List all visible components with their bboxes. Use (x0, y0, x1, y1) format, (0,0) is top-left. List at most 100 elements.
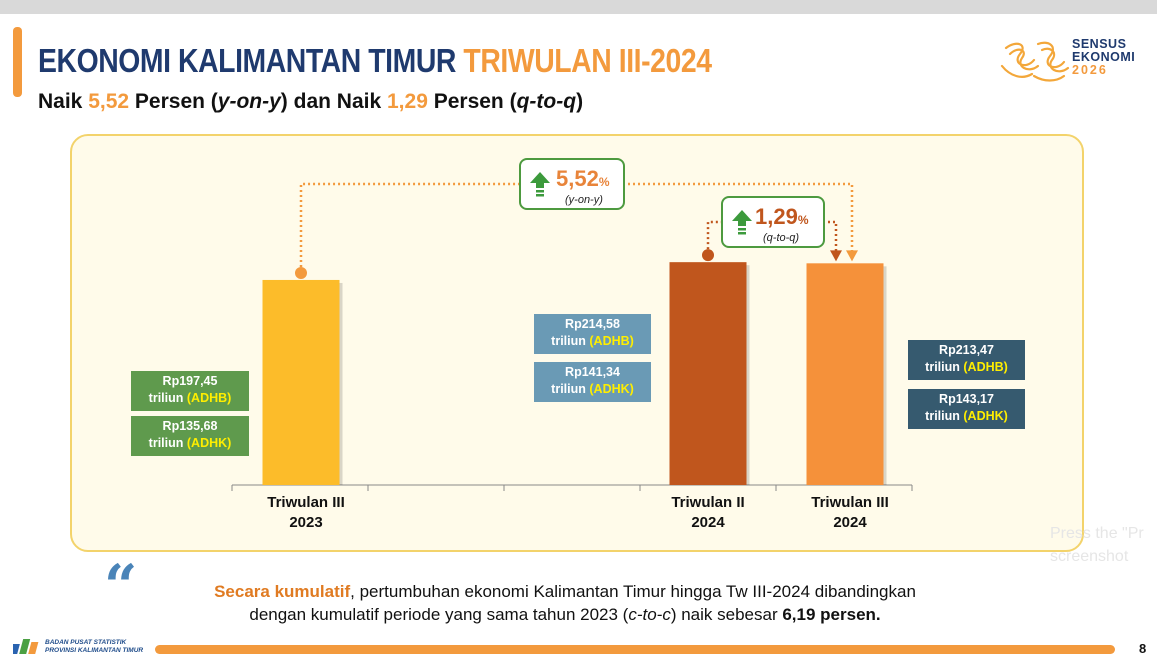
qtq-arrowhead (830, 250, 842, 262)
note-lead: Secara kumulatif (214, 582, 351, 601)
subtitle-prefix: Naik (38, 90, 89, 113)
bps-logo-icon (13, 639, 39, 654)
value-box-tag: (ADHK) (186, 436, 232, 450)
note-text-1: , pertumbuhan ekonomi Kalimantan Timur h… (350, 582, 916, 601)
yoy-connector-right (623, 182, 854, 252)
overlay-line-2: screenshot (1050, 548, 1129, 565)
yoy-connector-left (299, 182, 521, 267)
value-box-unit-text: triliun (551, 334, 590, 348)
quote-icon: “ (104, 552, 138, 620)
subtitle-text-2: ) dan Naik (280, 90, 387, 113)
value-box-tag: (ADHK) (963, 409, 1008, 423)
up-arrow-icon (732, 210, 752, 235)
title-accent-bar (13, 27, 22, 97)
yoy-start-dot (295, 266, 307, 279)
value-box-unit: triliun (ADHB) (131, 390, 249, 407)
bps-org-line-1: BADAN PUSAT STATISTIK (45, 639, 127, 646)
value-box-unit: triliun (ADHK) (908, 408, 1025, 425)
note-text-2: dengan kumulatif periode yang sama tahun… (249, 605, 629, 624)
value-box-amount: Rp213,47 (939, 343, 994, 357)
yoy-number: 5,52 (556, 166, 599, 191)
value-box-unit-text: triliun (551, 382, 590, 396)
value-box-tag: (ADHB) (963, 360, 1008, 374)
value-box-amount: Rp214,58 (565, 317, 620, 331)
value-box-unit: triliun (ADHK) (534, 381, 651, 398)
sensus-ekonomi-logo-icon (1000, 41, 1070, 82)
value-box-amount: Rp135,68 (162, 419, 218, 433)
value-box-2023-adhk: Rp135,68 triliun (ADHK) (131, 416, 249, 456)
value-box-tag: (ADHB) (589, 334, 634, 348)
subtitle-end: ) (576, 90, 584, 113)
bar (262, 279, 340, 485)
value-box-unit-text: triliun (925, 409, 964, 423)
value-box-tag: (ADHK) (589, 382, 634, 396)
bps-org-line-2: PROVINSI KALIMANTAN TIMUR (45, 647, 144, 654)
yoy-arrowhead (846, 250, 858, 262)
value-box-unit: triliun (ADHK) (131, 435, 249, 452)
x-tick-label-tw2-2024: Triwulan II 2024 (638, 493, 778, 533)
bps-org-name: BADAN PUSAT STATISTIK PROVINSI KALIMANTA… (45, 639, 143, 655)
x-tick-line-1: Triwulan III (811, 494, 889, 511)
qtq-term: (q-to-q) (763, 232, 800, 244)
overlay-line-1: Press the "Pr (1050, 525, 1144, 542)
x-tick-label-tw3-2024: Triwulan III 2024 (780, 493, 920, 533)
value-box-tw2-adhb: Rp214,58 triliun (ADHB) (534, 314, 651, 354)
logo-text: SENSUS EKONOMI 2026 (1072, 38, 1135, 77)
yoy-term: (y-on-y) (565, 194, 603, 206)
note-line-1: Secara kumulatif, pertumbuhan ekonomi Ka… (150, 580, 980, 603)
overlay-hint: Press the "Pr screenshot (1050, 522, 1144, 568)
value-box-unit-text: triliun (148, 391, 187, 405)
logo-line-3: 2026 (1072, 63, 1108, 77)
title-main: EKONOMI KALIMANTAN TIMUR (38, 42, 456, 79)
x-tick-label-tw3-2023: Triwulan III 2023 (236, 493, 376, 533)
yoy-unit: % (598, 175, 610, 189)
cumulative-note: Secara kumulatif, pertumbuhan ekonomi Ka… (150, 580, 980, 626)
value-box-2023-adhb: Rp197,45 triliun (ADHB) (131, 371, 249, 411)
top-strip (0, 0, 1157, 14)
x-tick-line-2: 2024 (833, 514, 867, 531)
logo-line-1: SENSUS (1072, 37, 1127, 51)
page-number: 8 (1139, 641, 1147, 656)
x-tick-line-1: Triwulan III (267, 494, 345, 511)
x-tick-line-2: 2024 (691, 514, 725, 531)
x-tick-line-2: 2023 (289, 514, 323, 531)
subtitle-yoy-value: 5,52 (88, 90, 130, 113)
value-box-amount: Rp197,45 (162, 374, 218, 388)
value-box-tw3-adhk: Rp143,17 triliun (ADHK) (908, 389, 1025, 429)
note-text-3: ) naik sebesar (670, 605, 783, 624)
subtitle-qtq-term: q-to-q (516, 90, 577, 113)
value-box-unit: triliun (ADHB) (534, 333, 651, 350)
yoy-value: 5,52% (556, 166, 610, 192)
page-title: EKONOMI KALIMANTAN TIMUR TRIWULAN III-20… (38, 42, 712, 80)
title-highlight: TRIWULAN III-2024 (463, 42, 712, 79)
subtitle-yoy-term: y-on-y (217, 90, 281, 113)
up-arrow-icon (530, 172, 550, 197)
value-box-tw2-adhk: Rp141,34 triliun (ADHK) (534, 362, 651, 402)
bar (669, 262, 747, 485)
qtq-start-dot (702, 249, 714, 262)
logo-line-2: EKONOMI (1072, 50, 1136, 64)
qtq-unit: % (797, 213, 809, 227)
value-box-tag: (ADHB) (186, 391, 232, 405)
qtq-callout: 1,29% (q-to-q) (721, 196, 825, 248)
value-box-unit-text: triliun (925, 360, 964, 374)
value-box-unit: triliun (ADHB) (908, 359, 1025, 376)
value-box-amount: Rp143,17 (939, 392, 994, 406)
value-box-unit-text: triliun (148, 436, 187, 450)
qtq-number: 1,29 (755, 204, 798, 229)
value-box-amount: Rp141,34 (565, 365, 620, 379)
subtitle-text-1: Persen ( (129, 90, 218, 113)
note-term: c-to-c (628, 605, 671, 624)
note-line-2: dengan kumulatif periode yang sama tahun… (150, 603, 980, 626)
subtitle-qtq-value: 1,29 (387, 90, 428, 113)
qtq-value: 1,29% (755, 204, 809, 230)
bar (806, 263, 884, 485)
page-subtitle: Naik 5,52 Persen (y-on-y) dan Naik 1,29 … (38, 90, 583, 114)
yoy-callout: 5,52% (y-on-y) (519, 158, 625, 210)
subtitle-text-3: Persen ( (427, 90, 517, 113)
x-tick-line-1: Triwulan II (671, 494, 745, 511)
note-value: 6,19 persen. (782, 605, 881, 624)
footer-bar (155, 645, 1115, 654)
value-box-tw3-adhb: Rp213,47 triliun (ADHB) (908, 340, 1025, 380)
